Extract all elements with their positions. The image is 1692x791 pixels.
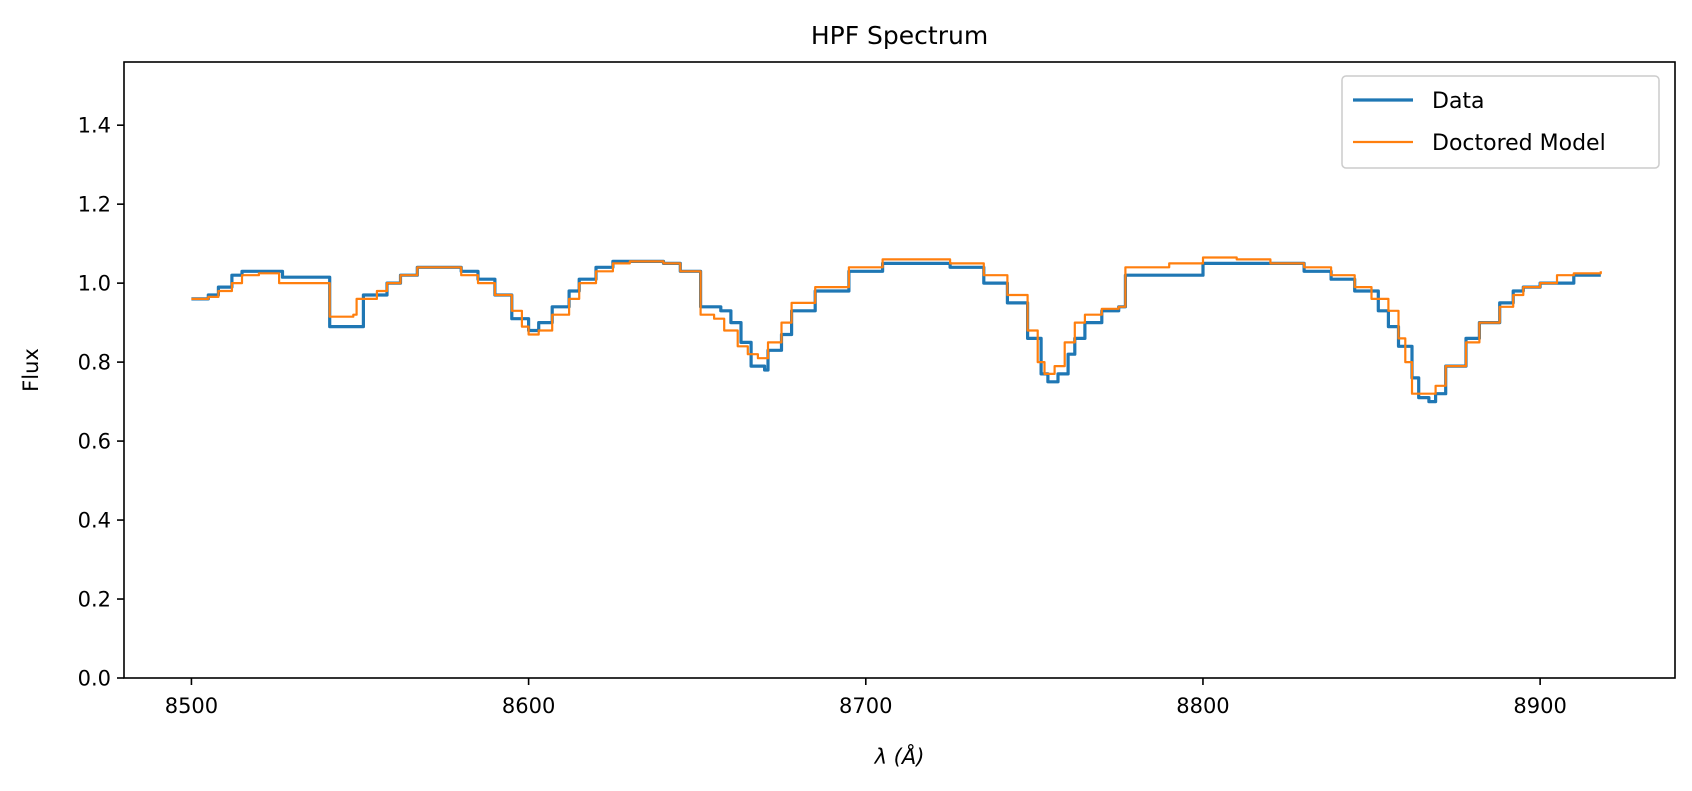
y-axis-label: Flux: [19, 348, 43, 392]
y-tick-label: 0.8: [78, 351, 111, 375]
y-tick-label: 1.2: [78, 193, 111, 217]
x-axis: 8500 8600 8700 8800 8900: [165, 678, 1567, 718]
series-line-data: [191, 259, 1601, 404]
plot-frame: [123, 61, 1676, 679]
legend-box: [1341, 75, 1660, 169]
x-tick-label: 8900: [1513, 694, 1566, 718]
chart-title: HPF Spectrum: [811, 21, 988, 50]
x-tick-label: 8500: [165, 694, 218, 718]
y-tick-label: 0.6: [78, 430, 111, 454]
y-tick-label: 0.2: [78, 588, 111, 612]
series-layer: [191, 256, 1602, 404]
legend-label: Data: [1432, 89, 1485, 114]
y-tick-label: 0.4: [78, 509, 111, 533]
x-tick-label: 8800: [1176, 694, 1229, 718]
x-axis-label: λ (Å): [874, 743, 925, 769]
series-line-doctored-model: [191, 256, 1602, 395]
y-tick-label: 0.0: [78, 667, 111, 691]
y-tick-label: 1.0: [78, 272, 111, 296]
y-axis: 0.0 0.2 0.4 0.6 0.8 1.0 1.2 1.4: [78, 114, 124, 691]
legend: Data Doctored Model: [1341, 75, 1660, 169]
y-tick-label: 1.4: [78, 114, 111, 138]
x-tick-label: 8700: [839, 694, 892, 718]
x-tick-label: 8600: [502, 694, 555, 718]
legend-label: Doctored Model: [1432, 131, 1606, 156]
